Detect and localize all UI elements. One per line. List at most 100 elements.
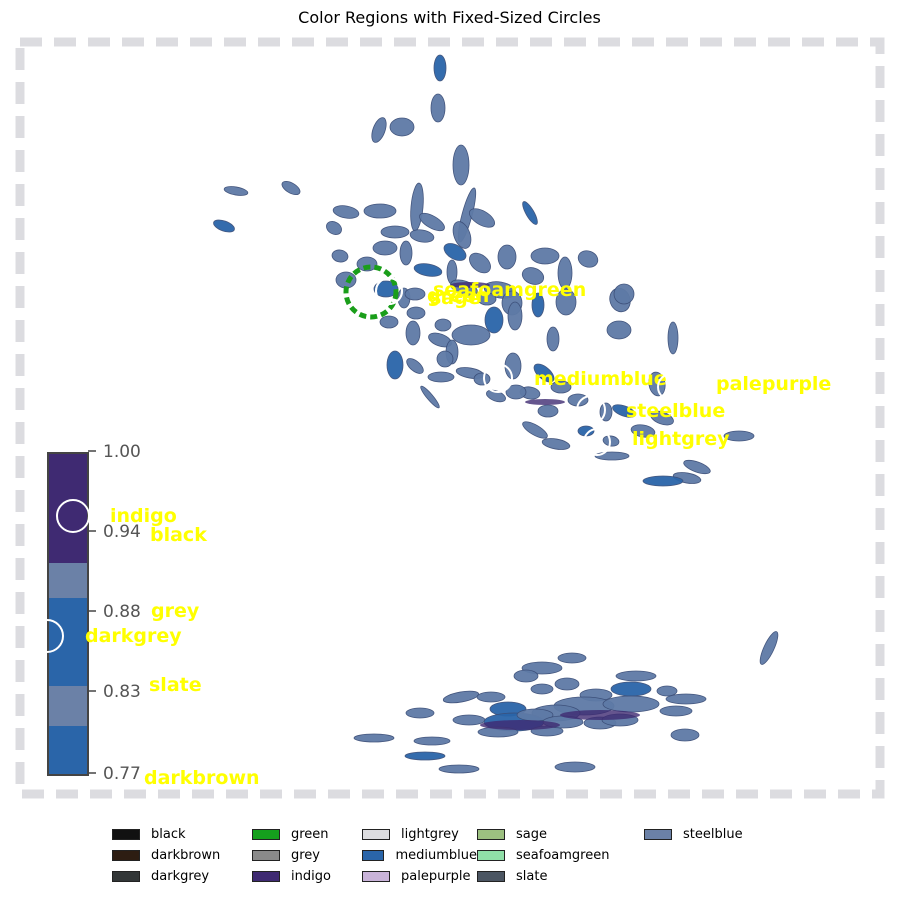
image-blob <box>363 203 397 219</box>
image-blob <box>531 292 545 318</box>
legend-item-grey: grey <box>252 845 362 866</box>
image-blob <box>650 410 674 426</box>
image-blob <box>473 372 491 386</box>
colorbar-tick-label: 1.00 <box>103 442 141 462</box>
legend: black green lightgrey sage steelblue darkbrow… <box>112 824 764 887</box>
image-blob <box>477 292 497 306</box>
image-blob-dark <box>525 399 565 405</box>
annotation-circle-palepurple <box>657 373 685 401</box>
legend-label: indigo <box>291 869 331 884</box>
image-blob <box>371 117 387 143</box>
legend-swatch <box>477 829 505 840</box>
colorbar-tick-label: 0.88 <box>103 602 141 622</box>
image-blob-dark <box>480 720 560 730</box>
image-blob <box>612 404 636 418</box>
image-blob <box>484 306 504 334</box>
image-blob <box>427 371 455 383</box>
image-blob <box>413 263 443 277</box>
image-blob <box>656 685 678 697</box>
image-blob <box>404 751 446 761</box>
colorbar-tick-label: 0.94 <box>103 522 141 542</box>
annotation-label-seafoamgreen: seafoamgreen <box>433 279 586 301</box>
image-blob-dark <box>450 282 490 288</box>
image-blob <box>430 93 446 123</box>
image-blob <box>505 384 527 400</box>
image-blob <box>438 764 480 774</box>
image-blob-dark <box>560 710 640 720</box>
image-blob <box>615 670 657 682</box>
legend-swatch <box>477 871 505 882</box>
image-blob <box>670 728 700 742</box>
legend-item-darkgrey: darkgrey <box>112 866 252 887</box>
legend-swatch <box>112 871 140 882</box>
legend-label: lightgrey <box>401 827 459 842</box>
image-blob <box>533 363 555 383</box>
image-blob <box>405 320 421 346</box>
image-blob <box>497 244 517 270</box>
image-blob <box>594 451 630 461</box>
image-blob <box>550 380 572 394</box>
legend-item-slate: slate <box>477 866 644 887</box>
image-blob <box>555 288 577 316</box>
annotation-label-palepurple: palepurple <box>716 373 831 395</box>
colorbar-tick-label: 0.77 <box>103 764 141 784</box>
annotation-label-indigo: indigo <box>110 505 177 527</box>
image-blob <box>541 438 571 450</box>
image-blob <box>372 240 398 256</box>
image-blob <box>659 705 693 717</box>
image-blob <box>530 683 554 695</box>
image-blob <box>723 430 755 442</box>
annotation-circle-green <box>343 264 399 320</box>
image-blob <box>476 691 506 703</box>
image-blob <box>419 212 445 232</box>
image-blob <box>665 693 707 705</box>
image-blob <box>602 695 660 713</box>
image-blob <box>507 301 523 331</box>
legend-swatch <box>477 850 505 861</box>
annotation-circle-darkgrey <box>30 619 64 653</box>
image-blob <box>610 681 652 697</box>
image-blob <box>522 201 538 225</box>
legend-swatch <box>362 850 385 861</box>
annotation-label-green: green <box>427 285 489 307</box>
legend-item-sage: sage <box>477 824 644 845</box>
image-blob <box>513 669 539 683</box>
image-blob <box>353 733 395 743</box>
image-blob <box>434 318 452 332</box>
legend-swatch <box>644 829 672 840</box>
annotation-circle-mediumblue <box>483 363 513 393</box>
legend-swatch <box>362 829 390 840</box>
legend-label: black <box>151 827 186 842</box>
image-blob <box>433 54 447 82</box>
annotation-label-lightgrey: lightgrey <box>632 428 730 450</box>
annotation-label-steelblue: steelblue <box>626 400 725 422</box>
colorbar-segment <box>48 563 88 601</box>
image-blob <box>223 186 249 196</box>
legend-label: sage <box>516 827 547 842</box>
legend-item-mediumblue: mediumblue <box>362 845 477 866</box>
annotation-label-sage: sage <box>430 287 481 309</box>
image-blob <box>667 321 679 355</box>
image-blob <box>373 280 399 298</box>
colorbar-segment <box>48 726 88 775</box>
image-blob <box>452 144 470 186</box>
image-blob <box>380 225 410 239</box>
legend-swatch <box>362 871 390 882</box>
annotation-circle-indigo <box>56 499 90 533</box>
annotation-label-slate: slate <box>149 674 202 696</box>
legend-label: slate <box>516 869 548 884</box>
legend-label: grey <box>291 848 321 863</box>
image-blob <box>451 324 491 346</box>
annotation-label-black: black <box>150 524 207 546</box>
image-blob <box>504 352 522 380</box>
colorbar-segment <box>48 686 88 726</box>
legend-swatch <box>252 871 280 882</box>
image-blob <box>404 287 426 301</box>
image-blob <box>577 250 599 268</box>
legend-item-green: green <box>252 824 362 845</box>
image-blob <box>606 320 632 340</box>
image-blob <box>443 243 467 261</box>
legend-swatch <box>252 850 280 861</box>
image-blob <box>530 247 560 265</box>
